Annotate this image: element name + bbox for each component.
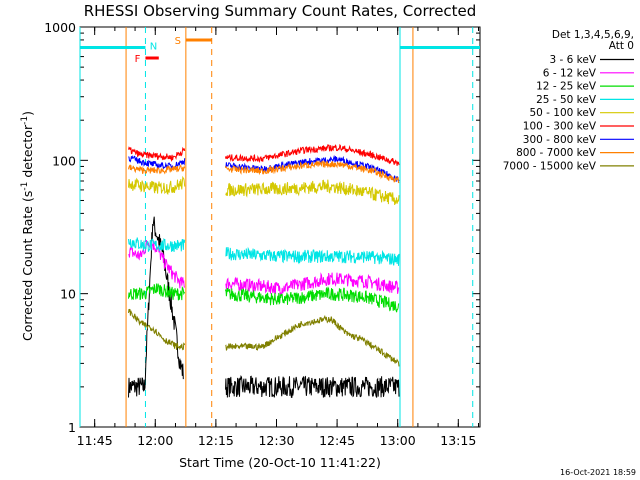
series-line	[225, 314, 400, 367]
series-line	[225, 272, 400, 295]
y-tick-label: 1	[68, 420, 76, 435]
series-line	[225, 160, 400, 184]
series-line	[128, 146, 186, 163]
legend-entry-label: 800 - 7000 keV	[516, 147, 597, 159]
x-tick-label: 11:45	[77, 433, 113, 448]
series-line	[128, 239, 186, 289]
series-line	[128, 308, 186, 351]
legend-entry-label: 300 - 800 keV	[523, 134, 597, 146]
y-tick-label: 10	[60, 287, 76, 302]
y-tick-label: 100	[52, 153, 76, 168]
legend-header-line: Att 0	[609, 40, 634, 52]
legend-entry-label: 7000 - 15000 keV	[503, 160, 597, 172]
y-axis-label-sup1: -1	[20, 182, 30, 191]
series-line	[225, 143, 400, 166]
legend-header-line: Det 1,3,4,5,6,9,	[552, 29, 634, 41]
series-line	[128, 216, 184, 398]
x-axis-label: Start Time (20-Oct-10 11:41:22)	[179, 455, 381, 470]
x-tick-label: 13:00	[380, 433, 416, 448]
legend-entry-label: 6 - 12 keV	[543, 67, 597, 79]
legend-entry-label: 100 - 300 keV	[523, 121, 597, 133]
series-line	[225, 179, 400, 206]
night-interval-label: N	[150, 42, 157, 53]
series-line	[225, 246, 400, 266]
y-axis-label-end: )	[20, 111, 35, 116]
legend-entry-label: 50 - 100 keV	[529, 107, 596, 119]
flare-interval-label: F	[135, 54, 141, 65]
saa-interval-label: S	[175, 36, 181, 47]
chart-title: RHESSI Observing Summary Count Rates, Co…	[84, 2, 477, 20]
legend-entry-label: 12 - 25 keV	[536, 81, 597, 93]
plot-frame	[79, 26, 481, 428]
series-line	[225, 375, 400, 398]
plot-area: 1 10 100 1000 11:45 12:00 12:15 12:30 12:45 13:00…	[44, 20, 481, 448]
series-line	[128, 175, 186, 196]
x-tick-label: 12:00	[137, 433, 173, 448]
legend-entry-label: 3 - 6 keV	[549, 54, 596, 66]
y-tick-label: 1000	[44, 20, 76, 35]
x-tick-label: 12:45	[319, 433, 355, 448]
x-tick-label: 12:15	[198, 433, 234, 448]
footer-timestamp: 16-Oct-2021 18:59	[560, 468, 636, 477]
series-line	[128, 164, 186, 175]
legend-entry-label: 25 - 50 keV	[536, 94, 597, 106]
series-line	[128, 283, 186, 301]
y-axis-label-main: Corrected Count Rate (s	[20, 191, 35, 341]
x-tick-label: 13:15	[440, 433, 476, 448]
series-line	[225, 154, 400, 182]
y-axis-label: Corrected Count Rate (s-1 detector-1)	[20, 111, 35, 341]
x-tick-label: 12:30	[258, 433, 294, 448]
series-line	[225, 286, 400, 313]
y-axis-label-mid: detector	[20, 124, 35, 182]
y-axis-label-sup2: -1	[20, 116, 30, 125]
series-line	[128, 237, 186, 252]
